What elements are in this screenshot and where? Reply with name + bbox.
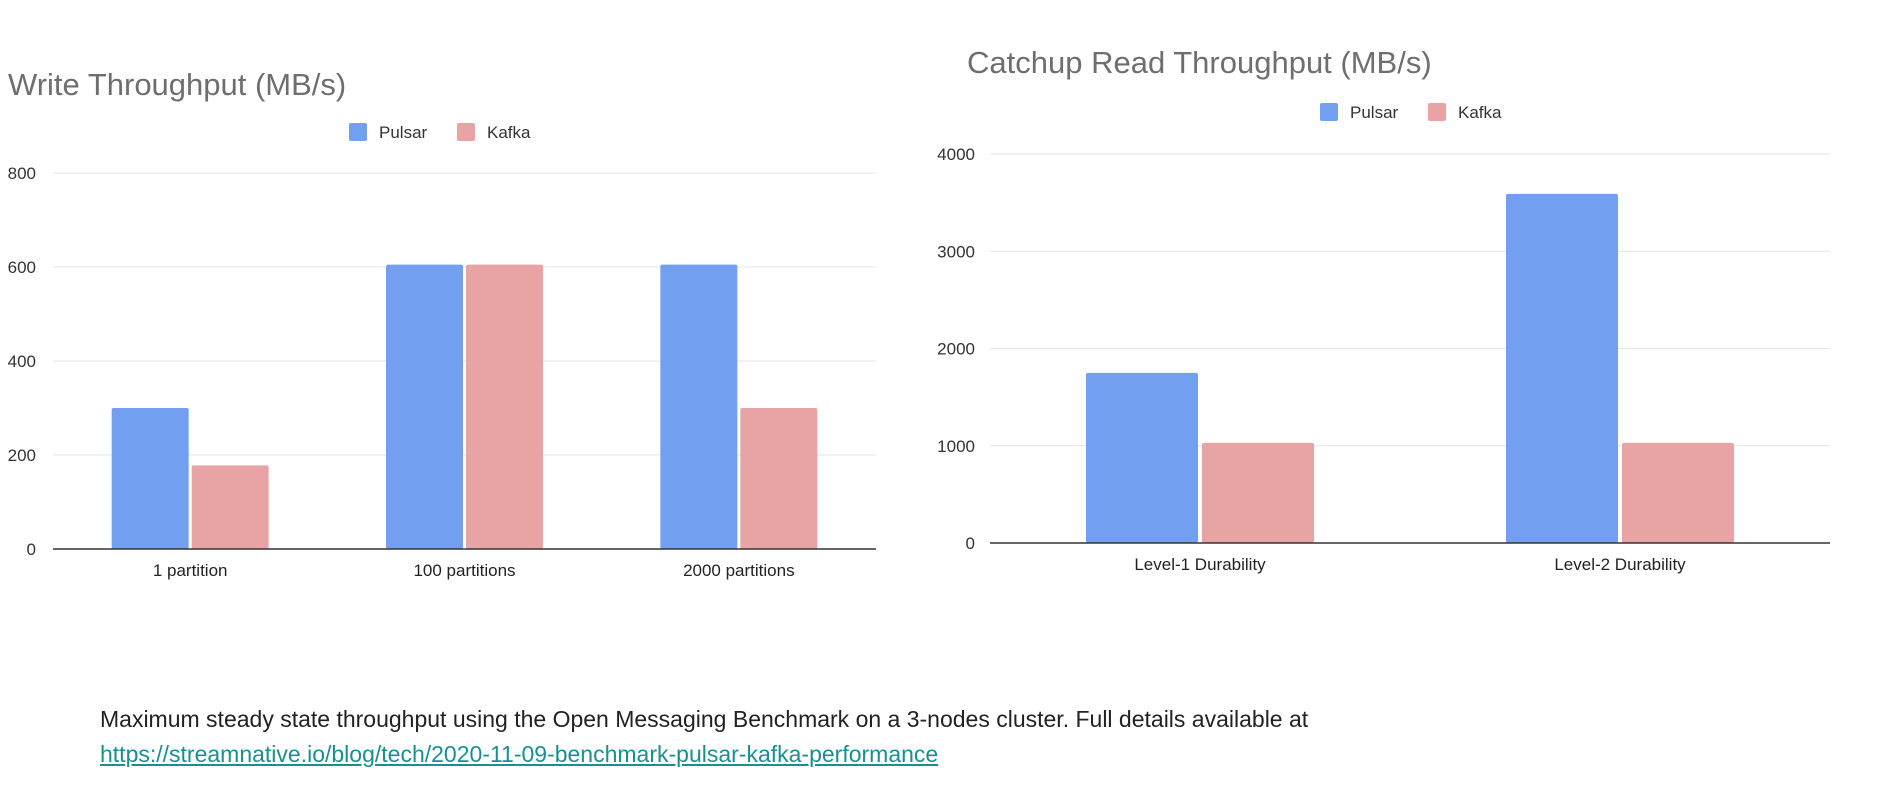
chart-title: Catchup Read Throughput (MB/s) — [967, 45, 1432, 80]
chart-title: Write Throughput (MB/s) — [8, 67, 346, 102]
legend-label: Pulsar — [1350, 103, 1399, 122]
legend-swatch-kafka — [1428, 103, 1446, 121]
x-category-label: 2000 partitions — [683, 561, 795, 580]
bar-pulsar-0 — [1086, 372, 1198, 543]
y-tick-label: 0 — [966, 534, 975, 553]
bar-kafka-0 — [191, 465, 269, 549]
legend-swatch-pulsar — [349, 123, 367, 141]
bar-pulsar-1 — [386, 264, 463, 549]
x-category-label: Level-2 Durability — [1554, 555, 1686, 574]
x-category-label: Level-1 Durability — [1134, 555, 1266, 574]
catchup-read-throughput-chart: Catchup Read Throughput (MB/s) 0 1000 2000… — [937, 45, 1830, 574]
write-throughput-chart: Write Throughput (MB/s) 0 200 400 600 800 1 p… — [8, 67, 876, 580]
bar-pulsar-0 — [111, 408, 189, 549]
x-category-label: 1 partition — [153, 561, 228, 580]
bar-kafka-0 — [1202, 442, 1314, 543]
legend-label: Kafka — [487, 123, 531, 142]
caption: Maximum steady state throughput using th… — [100, 702, 1308, 772]
y-tick-label: 1000 — [937, 437, 975, 456]
y-tick-label: 0 — [27, 540, 36, 559]
bar-pulsar-2 — [660, 264, 738, 549]
bar-kafka-1 — [1622, 442, 1734, 543]
y-tick-label: 800 — [8, 164, 36, 183]
legend-label: Pulsar — [379, 123, 428, 142]
y-tick-label: 2000 — [937, 340, 975, 359]
y-tick-label: 3000 — [937, 242, 975, 261]
bar-kafka-2 — [740, 408, 818, 549]
bar-pulsar-1 — [1506, 193, 1618, 543]
benchmark-link[interactable]: https://streamnative.io/blog/tech/2020-1… — [100, 741, 939, 767]
y-tick-label: 4000 — [937, 145, 975, 164]
y-tick-label: 600 — [8, 258, 36, 277]
legend-swatch-pulsar — [1320, 103, 1338, 121]
legend-swatch-kafka — [457, 123, 475, 141]
caption-text: Maximum steady state throughput using th… — [100, 706, 1309, 732]
y-tick-label: 400 — [8, 352, 36, 371]
x-category-label: 100 partitions — [413, 561, 515, 580]
y-tick-label: 200 — [8, 446, 36, 465]
legend-label: Kafka — [1458, 103, 1502, 122]
bar-kafka-1 — [466, 264, 543, 549]
